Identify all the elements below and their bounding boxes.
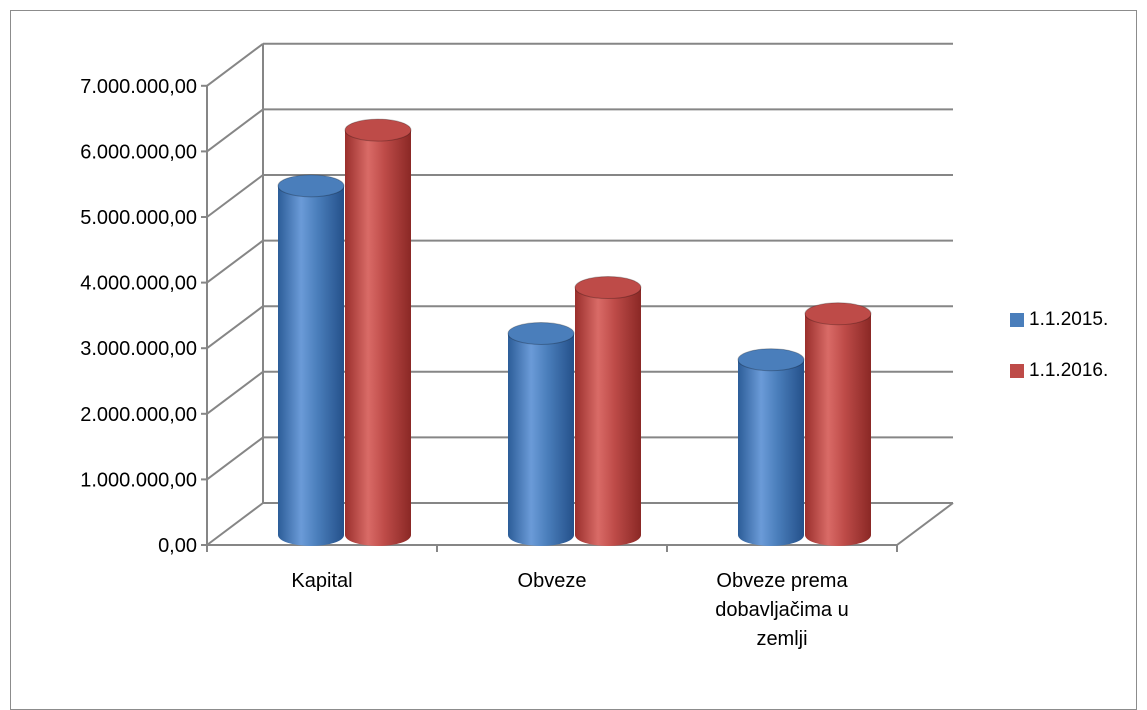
legend-swatch-series-2 — [1010, 364, 1024, 378]
y-tick-label: 0,00 — [158, 535, 197, 557]
x-category-label-line: Obveze prema — [716, 570, 848, 592]
bar-body — [508, 333, 574, 546]
legend-label-series-1: 1.1.2015. — [1029, 309, 1109, 330]
bar-top — [737, 348, 805, 372]
bar-1.1.2016.-Obveze — [574, 276, 642, 546]
bar-body — [575, 287, 641, 546]
legend-swatch-series-1 — [1010, 313, 1024, 327]
bars — [277, 118, 872, 546]
bar-top — [574, 276, 642, 300]
y-tick-label: 5.000.000,00 — [80, 207, 197, 229]
legend-item-series-1: 1.1.2015. — [1010, 308, 1108, 332]
chart-plot-area: 0,00 1.000.000,00 2.000.000,00 3.000.000,00… — [80, 42, 954, 557]
y-tick-label: 4.000.000,00 — [80, 273, 197, 295]
x-category-label-line: Obveze — [517, 570, 587, 592]
x-category-label: Obveze — [442, 567, 662, 596]
x-category-label-line: zemlji — [756, 628, 808, 650]
gridline-side — [206, 370, 264, 415]
gridline-side — [206, 42, 264, 87]
x-category-label-line: Kapital — [291, 570, 353, 592]
floor-right-edge — [896, 502, 954, 546]
y-tick-label: 6.000.000,00 — [80, 141, 197, 163]
legend-label-series-2: 1.1.2016. — [1029, 360, 1109, 381]
bar-top — [804, 302, 872, 326]
bar-body — [805, 313, 871, 546]
gridline-side — [206, 305, 264, 350]
y-tick-label: 7.000.000,00 — [80, 76, 197, 98]
bar-body — [345, 130, 411, 546]
y-tick-label: 2.000.000,00 — [80, 404, 197, 426]
gridline-side — [206, 174, 264, 218]
gridline-side — [206, 436, 264, 481]
bar-body — [278, 185, 344, 546]
x-category-label: Obveze prema dobavljačima u zemlji — [672, 567, 892, 654]
gridline-side — [206, 108, 264, 153]
bar-1.1.2015.-Obveze — [507, 321, 575, 546]
y-tick-label: 3.000.000,00 — [80, 338, 197, 360]
bar-top — [344, 118, 412, 142]
bar-top — [507, 321, 575, 345]
x-category-label: Kapital — [212, 567, 432, 596]
x-category-label-line: dobavljačima u — [715, 599, 849, 621]
bar-top — [277, 174, 345, 198]
bar-body — [738, 359, 804, 546]
bar-1.1.2016.-Obveze prema dobavljačima u zemlji — [804, 302, 872, 546]
gridline-side — [206, 502, 264, 546]
y-axis-tick-labels: 0,00 1.000.000,00 2.000.000,00 3.000.000,00… — [80, 76, 197, 557]
gridline-side — [206, 239, 264, 284]
y-tick-label: 1.000.000,00 — [80, 469, 197, 491]
legend-item-series-2: 1.1.2016. — [1010, 359, 1108, 383]
bar-1.1.2016.-Kapital — [344, 118, 412, 546]
bar-1.1.2015.-Kapital — [277, 174, 345, 546]
bar-1.1.2015.-Obveze prema dobavljačima u zemlji — [737, 348, 805, 546]
